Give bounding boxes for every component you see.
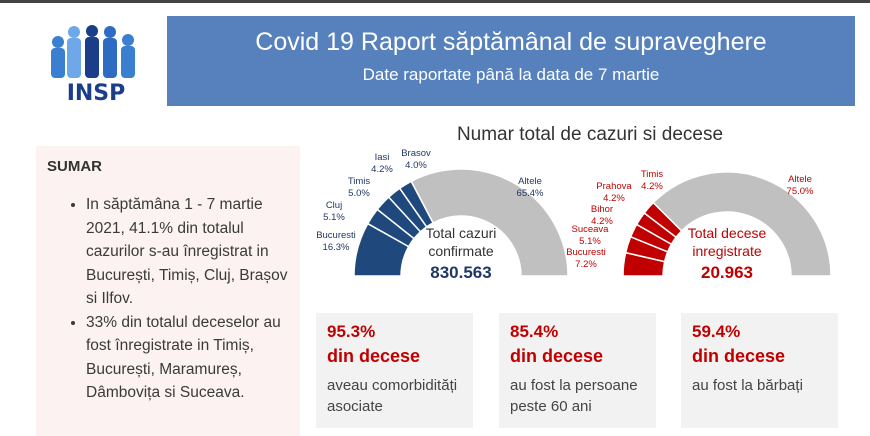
stat-card: 95.3% din decese aveau comorbidități aso… <box>316 313 473 428</box>
summary-item: 33% din totalul deceselor au fost înregi… <box>86 311 292 405</box>
center-label: Total cazuri <box>426 225 497 241</box>
segment-value: 4.2% <box>641 181 663 192</box>
segment-label: Bihor <box>591 204 613 215</box>
segment-label: Altele <box>788 174 812 185</box>
segment-label: Altele <box>518 176 542 187</box>
donut-segment-altele <box>410 168 569 277</box>
segment-label: Suceava <box>572 224 610 235</box>
stat-card: 59.4% din decese au fost la bărbați <box>681 313 838 428</box>
stat-subtitle: din decese <box>692 346 786 366</box>
segment-value: 5.1% <box>579 236 601 247</box>
report-banner: Covid 19 Raport săptămânal de supraveghe… <box>167 16 855 106</box>
segment-label: Bucuresti <box>566 247 606 258</box>
segment-value: 5.1% <box>323 212 345 223</box>
center-value: 20.963 <box>701 263 753 282</box>
stat-subtitle: din decese <box>510 346 604 366</box>
summary-heading: SUMAR <box>47 158 102 175</box>
center-label: Total decese <box>688 225 767 241</box>
center-label: inregistrate <box>692 243 761 259</box>
summary-item: In săptămâna 1 - 7 martie 2021, 41.1% di… <box>86 193 292 311</box>
charts: Bucuresti16.3%Cluj5.1%Timis5.0%Iasi4.2%B… <box>316 148 832 282</box>
segment-value: 4.2% <box>603 193 625 204</box>
segment-label: Prahova <box>596 181 632 192</box>
svg-text:INSP: INSP <box>67 81 126 104</box>
segment-value: 75.0% <box>787 186 814 197</box>
stat-text: au fost la bărbați <box>692 377 803 394</box>
stat-text: aveau comorbidități asociate <box>327 377 458 415</box>
center-value: 830.563 <box>430 263 491 282</box>
segment-label: Bucuresti <box>316 230 356 241</box>
chart-title: Numar total de cazuri si decese <box>456 124 724 145</box>
stat-card: 85.4% din decese au fost la persoane pes… <box>499 313 656 428</box>
segment-label: Timis <box>348 176 371 187</box>
segment-value: 16.3% <box>323 242 350 253</box>
segment-label: Iasi <box>375 152 390 163</box>
report-title: Covid 19 Raport săptămânal de supraveghe… <box>255 28 767 56</box>
stat-percent: 95.3% <box>327 322 376 341</box>
stat-subtitle: din decese <box>327 346 421 366</box>
report-subtitle: Date raportate până la data de 7 martie <box>362 65 660 84</box>
segment-value: 4.0% <box>405 160 427 171</box>
segment-value: 4.2% <box>591 216 613 227</box>
center-label: confirmate <box>428 243 494 259</box>
segment-value: 7.2% <box>575 259 597 270</box>
stat-text: au fost la persoane peste 60 ani <box>510 377 638 415</box>
segment-value: 5.0% <box>348 188 370 199</box>
segment-label: Cluj <box>326 200 342 211</box>
stat-percent: 59.4% <box>692 322 741 341</box>
segment-value: 4.2% <box>371 164 393 175</box>
segment-label: Brasov <box>401 148 431 159</box>
stat-percent: 85.4% <box>510 322 559 341</box>
segment-value: 65.4% <box>517 188 544 199</box>
top-border <box>0 0 870 3</box>
insp-logo: INSP <box>51 25 135 104</box>
summary-panel: SUMAR In săptămâna 1 - 7 martie 2021, 41… <box>36 146 300 436</box>
donut-segment-altele <box>652 171 832 277</box>
segment-label: Timis <box>641 169 664 180</box>
